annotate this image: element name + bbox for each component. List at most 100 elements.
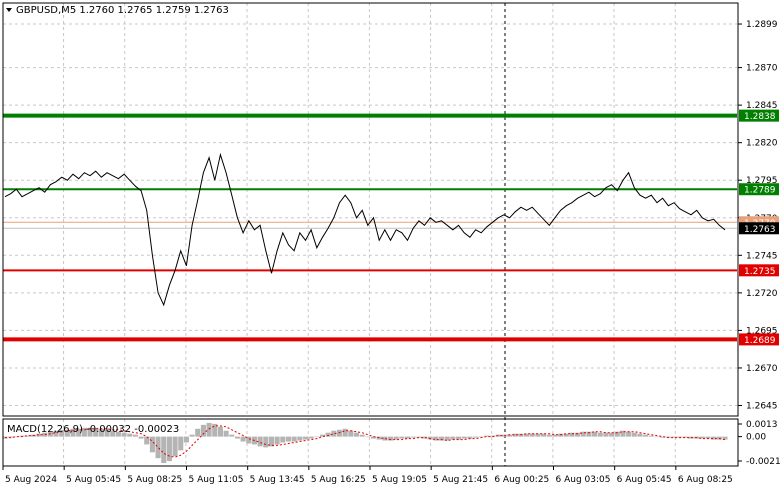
level-price-tag-label: 1.2689 [744,336,776,346]
macd-bar [399,436,405,439]
level-price-tag-box [739,264,779,277]
macd-bar [348,430,354,437]
macd-bar [285,436,291,442]
macd-bar [711,436,717,440]
macd-bar [552,434,558,437]
macd-bar [648,435,654,437]
macd-bar [535,433,541,437]
x-tick-label: 5 Aug 05:45 [66,475,121,485]
macd-bar [450,436,456,440]
macd-bar [81,427,87,437]
macd-bar [274,436,280,445]
macd-bar [365,436,371,438]
macd-bar [319,434,326,437]
macd-bar [13,436,19,438]
macd-bar [257,436,263,447]
symbol-header: GBPUSD,M5 1.2760 1.2765 1.2759 1.2763 [6,5,229,16]
macd-bar [36,433,42,437]
macd-bar [104,429,110,437]
macd-bar [421,436,428,439]
macd-bar [541,433,547,437]
macd-bar [291,436,297,442]
macd-bar [439,436,445,441]
current-price-tag-label: 1.2763 [744,225,776,235]
main-pane-border [2,2,739,417]
macd-y-tick-label: 0.0013 [746,420,778,430]
macd-bar [433,436,439,441]
macd-bar [524,433,530,437]
y-tick-label: 1.2745 [746,251,778,261]
macd-bar [314,436,320,438]
price-line [4,152,726,307]
macd-bar [563,433,569,437]
macd-bar [302,436,309,440]
level-lines [3,113,737,342]
macd-bar [467,436,473,439]
x-tick-label: 6 Aug 03:05 [556,475,611,485]
macd-bar [297,436,303,441]
macd-bar [172,436,178,457]
macd-bar [127,433,133,437]
macd-signal-line [5,425,726,458]
macd-bar [359,434,365,437]
macd-bar [688,436,694,439]
macd-bar [53,430,59,437]
macd-bar [512,433,518,437]
macd-bar [643,434,649,437]
y-tick-label: 1.2820 [746,139,778,149]
macd-bar [98,428,104,437]
macd-bar [631,432,637,437]
macd-bar [569,432,575,437]
macd-bar [575,432,581,437]
macd-bar [212,423,218,437]
x-tick-label: 5 Aug 11:05 [189,475,244,485]
y-tick-label: 1.2870 [746,64,778,74]
macd-bar [473,436,479,438]
y-tick-label: 1.2670 [746,364,778,374]
symbol-ohlc-label: GBPUSD,M5 1.2760 1.2765 1.2759 1.2763 [16,5,229,16]
macd-bar [144,436,150,445]
x-tick-label: 6 Aug 00:25 [494,475,549,485]
y-tick-label: 1.2795 [746,176,778,186]
macd-bar [93,427,99,437]
current-price-tag-box [739,222,779,235]
macd-bar [268,436,274,447]
macd-bar [189,434,195,437]
macd-bar [716,436,722,440]
macd-bar [280,436,286,443]
macd-bar [705,436,711,439]
x-tick-label: 5 Aug 2024 [5,475,57,485]
grid [3,3,737,466]
macd-bar [200,424,206,437]
macd-bar [161,436,167,464]
macd-bar [155,436,161,459]
y-tick-label: 1.2845 [746,101,778,111]
macd-bar [76,428,82,437]
macd-bar [42,432,48,437]
macd-bar [370,436,377,439]
level-price-tag-label: 1.2789 [744,186,776,196]
macd-bar [501,434,507,437]
macd-bar [234,436,240,439]
macd-y-tick-label: -0.00218 [746,457,781,467]
macd-bar [444,436,450,441]
macd-bar [149,436,155,453]
macd-bar [138,436,144,439]
macd-bar [308,436,314,439]
macd-bar [195,428,201,437]
macd-indicator-label: MACD(12,26,9) -0.00032 -0.00023 [7,424,179,435]
level-price-tag-label: 1.2838 [744,112,776,122]
price-series [4,152,726,307]
macd-bar [25,435,31,437]
y-tick-label: 1.2695 [746,326,778,336]
macd-bar [478,436,484,438]
macd-bar [609,432,615,437]
macd-bar [682,436,688,438]
macd-bar [132,434,138,437]
macd-bar [178,436,184,451]
macd-bar [614,431,620,437]
chevron-down-icon[interactable] [6,8,12,12]
macd-y-tick-label: 0.00 [746,433,766,443]
macd-bar [410,436,416,438]
